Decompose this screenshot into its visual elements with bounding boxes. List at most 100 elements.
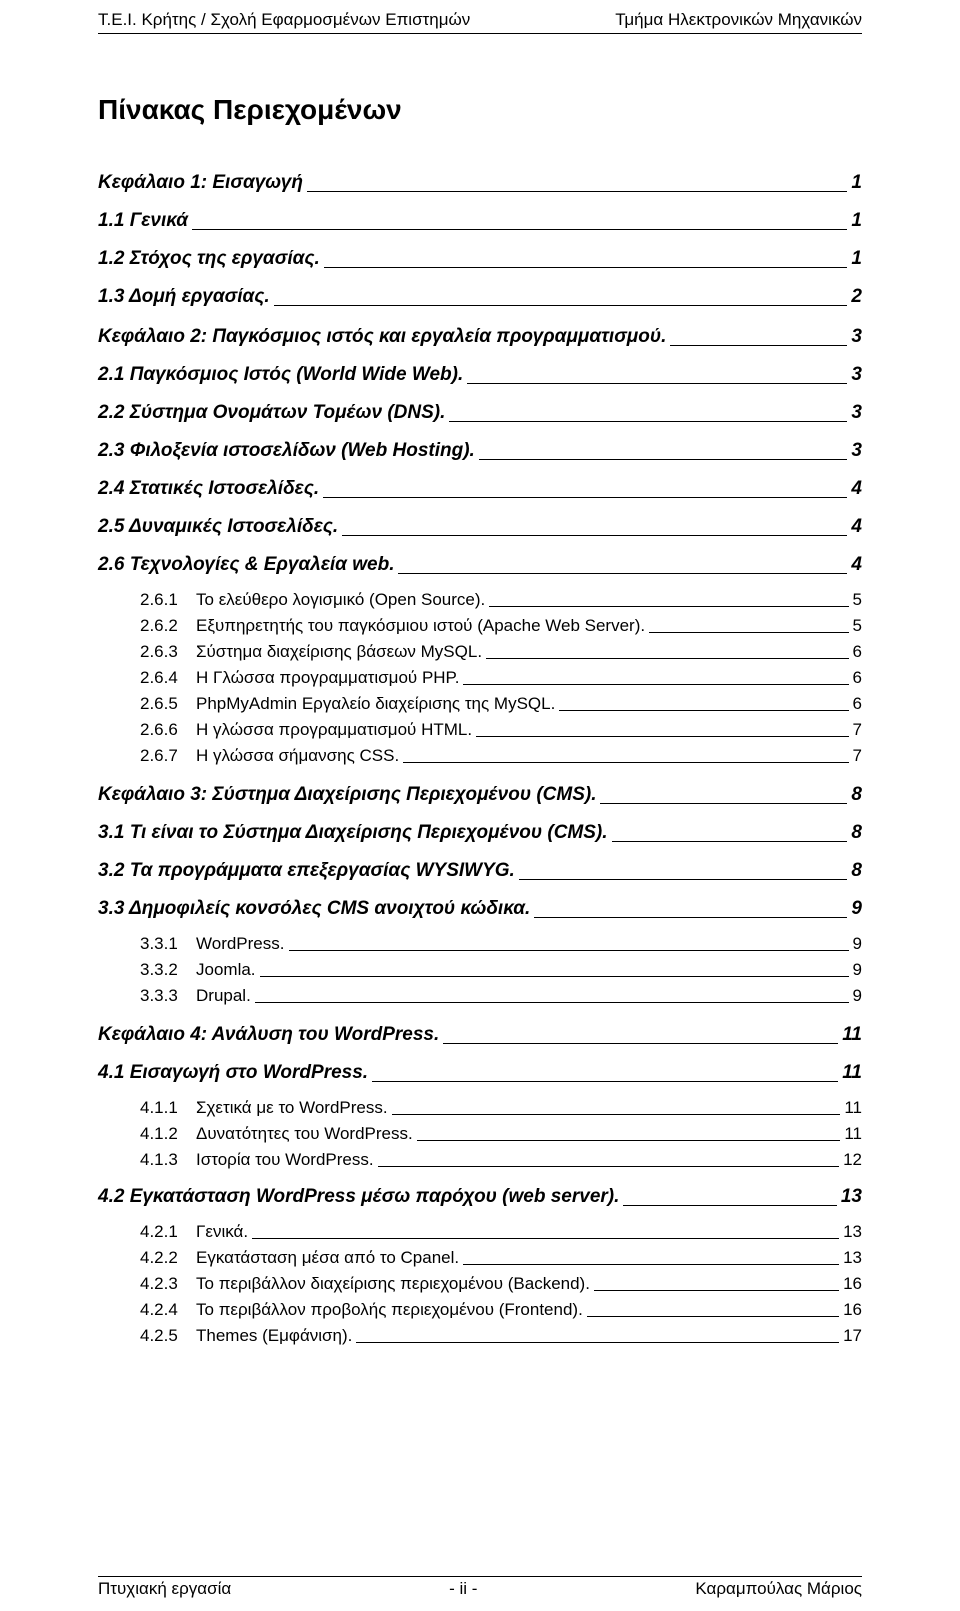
toc-entry-label: 2.6.5PhpMyAdmin Εργαλείο διαχείρισης της… <box>140 694 555 714</box>
toc-entry-label: 4.2.1Γενικά. <box>140 1222 248 1242</box>
toc-entry-label: 2.6.1Το ελεύθερο λογισμικό (Open Source)… <box>140 590 485 610</box>
toc-leader-line <box>342 522 847 536</box>
toc-entry-label: 3.1 Τι είναι το Σύστημα Διαχείρισης Περι… <box>98 822 608 844</box>
toc-leader-line <box>587 1304 839 1317</box>
toc-entry-label: 2.6.6Η γλώσσα προγραμματισμού HTML. <box>140 720 472 740</box>
toc-entry-label: 2.6.3Σύστημα διαχείρισης βάσεων MySQL. <box>140 642 482 662</box>
toc-entry: 4.2.2Εγκατάσταση μέσα από το Cpanel.13 <box>98 1248 862 1268</box>
toc-entry-text: Η Γλώσσα προγραμματισμού PHP. <box>196 668 459 687</box>
toc-entry: 2.6.5PhpMyAdmin Εργαλείο διαχείρισης της… <box>98 694 862 714</box>
toc-entry-number: 4.1.1 <box>140 1098 196 1118</box>
toc-entry-page: 5 <box>853 616 862 636</box>
toc-entry-page: 6 <box>853 668 862 688</box>
toc-entry-label: Κεφάλαιο 3: Σύστημα Διαχείρισης Περιεχομ… <box>98 784 596 806</box>
toc-entry-page: 3 <box>851 364 862 386</box>
toc-entry-number: 3.3.1 <box>140 934 196 954</box>
page-header: Τ.Ε.Ι. Κρήτης / Σχολή Εφαρμοσμένων Επιστ… <box>98 0 862 34</box>
toc-entry-page: 4 <box>851 554 862 576</box>
toc-entry: 2.2 Σύστημα Ονομάτων Τομέων (DNS).3 <box>98 402 862 424</box>
page-container: Τ.Ε.Ι. Κρήτης / Σχολή Εφαρμοσμένων Επιστ… <box>0 0 960 1346</box>
toc-leader-line <box>594 1278 839 1291</box>
toc-entry: 3.3.1WordPress. 9 <box>98 934 862 954</box>
toc-leader-line <box>559 698 848 711</box>
toc-entry-page: 1 <box>851 248 862 270</box>
toc-entry-page: 7 <box>853 746 862 766</box>
page-footer: Πτυχιακή εργασία - ii - Καραμπούλας Μάρι… <box>98 1576 862 1599</box>
toc-entry-number: 4.2.2 <box>140 1248 196 1268</box>
toc-entry: 2.4 Στατικές Ιστοσελίδες.4 <box>98 478 862 500</box>
toc-entry-label: Κεφάλαιο 1: Εισαγωγή <box>98 172 303 194</box>
toc-leader-line <box>612 828 848 842</box>
toc-leader-line <box>356 1330 839 1343</box>
toc-entry-number: 4.1.2 <box>140 1124 196 1144</box>
toc-entry: 4.2.1Γενικά.13 <box>98 1222 862 1242</box>
toc-entry-text: Το ελεύθερο λογισμικό (Open Source). <box>196 590 485 609</box>
toc-leader-line <box>417 1128 841 1141</box>
toc-entry: Κεφάλαιο 2: Παγκόσμιος ιστός και εργαλεί… <box>98 326 862 348</box>
toc-leader-line <box>479 446 848 460</box>
toc-entry-label: 4.2 Εγκατάσταση WordPress μέσω παρόχου (… <box>98 1186 619 1208</box>
toc-leader-line <box>192 216 847 230</box>
toc-entry-page: 16 <box>843 1300 862 1320</box>
toc-entry-text: Σύστημα διαχείρισης βάσεων MySQL. <box>196 642 482 661</box>
toc-entry-text: Εξυπηρετητής του παγκόσμιου ιστού (Apach… <box>196 616 645 635</box>
toc-entry-page: 17 <box>843 1326 862 1346</box>
toc-entry-label: Κεφάλαιο 2: Παγκόσμιος ιστός και εργαλεί… <box>98 326 666 348</box>
toc-entry-label: 2.2 Σύστημα Ονομάτων Τομέων (DNS). <box>98 402 445 424</box>
toc-entry: 1.1 Γενικά 1 <box>98 210 862 232</box>
toc-leader-line <box>519 866 848 880</box>
toc-entry: 1.3 Δομή εργασίας.2 <box>98 286 862 308</box>
toc-entry-label: 3.3.1WordPress. <box>140 934 285 954</box>
toc-entry-text: Το περιβάλλον διαχείρισης περιεχομένου (… <box>196 1274 590 1293</box>
toc-entry: 2.6.3Σύστημα διαχείρισης βάσεων MySQL.6 <box>98 642 862 662</box>
toc-entry-page: 7 <box>853 720 862 740</box>
toc-entry: 3.1 Τι είναι το Σύστημα Διαχείρισης Περι… <box>98 822 862 844</box>
toc-entry-page: 11 <box>842 1062 862 1084</box>
toc-entry-number: 4.2.3 <box>140 1274 196 1294</box>
toc-leader-line <box>463 672 848 685</box>
toc-entry-page: 8 <box>851 822 862 844</box>
toc-leader-line <box>649 620 848 633</box>
toc-entry-label: 3.2 Τα προγράμματα επεξεργασίας WYSIWYG. <box>98 860 515 882</box>
toc-leader-line <box>623 1192 836 1206</box>
toc-entry-page: 11 <box>844 1124 862 1144</box>
toc-entry-label: 4.2.2Εγκατάσταση μέσα από το Cpanel. <box>140 1248 459 1268</box>
toc-entry-number: 4.1.3 <box>140 1150 196 1170</box>
toc-entry-page: 8 <box>851 784 862 806</box>
toc-entry-text: PhpMyAdmin Εργαλείο διαχείρισης της MySQ… <box>196 694 555 713</box>
toc-entry-page: 1 <box>851 210 862 232</box>
toc-entry-page: 2 <box>851 286 862 308</box>
footer-right: Καραμπούλας Μάριος <box>695 1579 862 1599</box>
toc-leader-line <box>274 292 848 306</box>
toc-entry-text: Ιστορία του WordPress. <box>196 1150 374 1169</box>
toc-entry-label: 4.1.2Δυνατότητες του WordPress. <box>140 1124 413 1144</box>
toc-entry: 1.2 Στόχος της εργασίας.1 <box>98 248 862 270</box>
toc-entry-number: 4.2.1 <box>140 1222 196 1242</box>
toc-entry-page: 9 <box>853 960 862 980</box>
toc-entry-label: 2.6.4Η Γλώσσα προγραμματισμού PHP. <box>140 668 459 688</box>
toc-entry-label: 3.3.3Drupal. <box>140 986 251 1006</box>
toc-leader-line <box>323 484 847 498</box>
toc-leader-line <box>534 904 847 918</box>
toc-leader-line <box>403 750 848 763</box>
toc-entry-text: Η γλώσσα προγραμματισμού HTML. <box>196 720 472 739</box>
toc-leader-line <box>255 990 849 1003</box>
toc-leader-line <box>398 560 847 574</box>
toc-entry: 3.2 Τα προγράμματα επεξεργασίας WYSIWYG.… <box>98 860 862 882</box>
toc-entry-label: 4.2.3Το περιβάλλον διαχείρισης περιεχομέ… <box>140 1274 590 1294</box>
toc-leader-line <box>449 408 847 422</box>
toc-entry-text: WordPress. <box>196 934 285 953</box>
toc-entry: 4.1 Εισαγωγή στο WordPress.11 <box>98 1062 862 1084</box>
toc-entry-label: 1.1 Γενικά <box>98 210 188 232</box>
toc-entry-number: 2.6.1 <box>140 590 196 610</box>
toc-entry-number: 4.2.4 <box>140 1300 196 1320</box>
toc-entry-text: Το περιβάλλον προβολής περιεχομένου (Fro… <box>196 1300 583 1319</box>
header-left: Τ.Ε.Ι. Κρήτης / Σχολή Εφαρμοσμένων Επιστ… <box>98 10 470 30</box>
toc-entry-label: Κεφάλαιο 4: Ανάλυση του WordPress. <box>98 1024 439 1046</box>
toc-entry-page: 9 <box>853 934 862 954</box>
toc-entry: 2.6.7Η γλώσσα σήμανσης CSS.7 <box>98 746 862 766</box>
toc-entry-page: 11 <box>844 1098 862 1118</box>
toc-entry-text: Drupal. <box>196 986 251 1005</box>
toc-entry: 2.6 Τεχνολογίες & Εργαλεία web.4 <box>98 554 862 576</box>
toc-entry-number: 4.2.5 <box>140 1326 196 1346</box>
